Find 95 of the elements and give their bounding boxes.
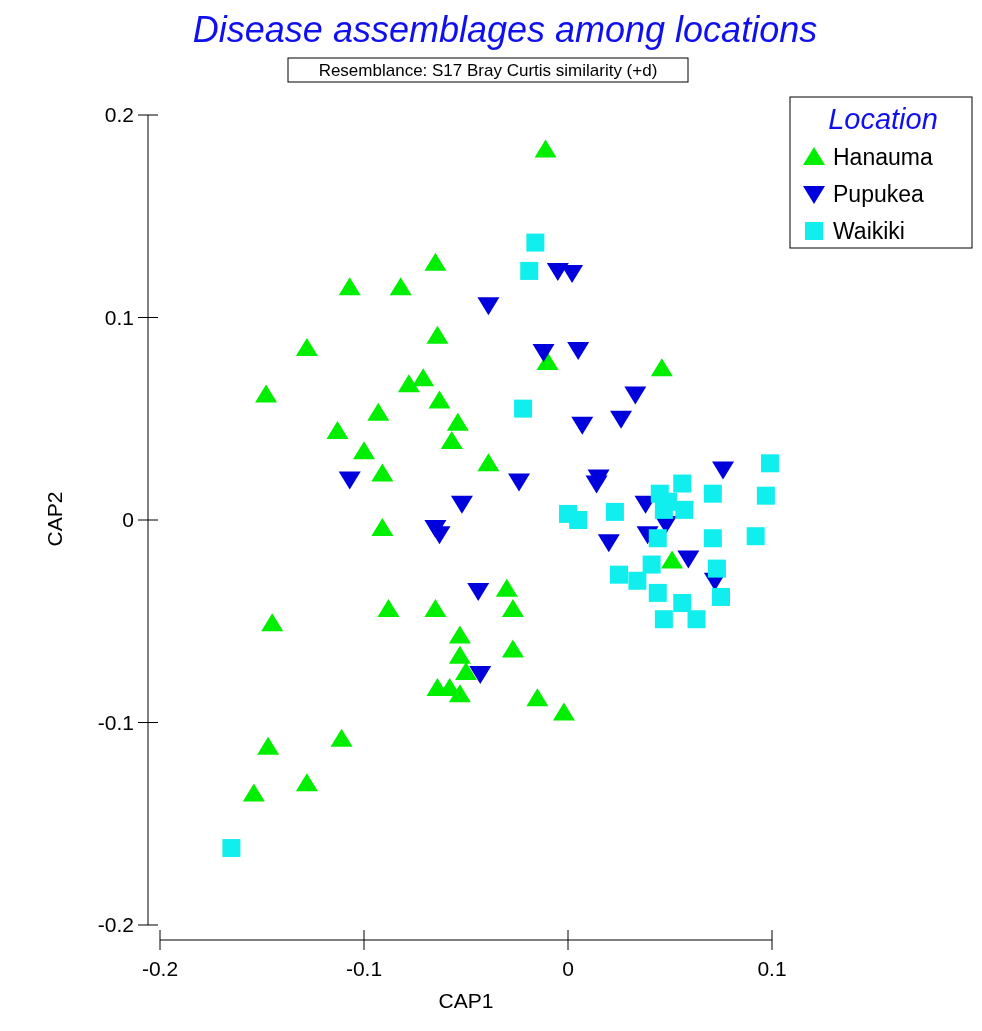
chart-subtitle: Resemblance: S17 Bray Curtis similarity (+d) (318, 61, 658, 80)
point (448, 625, 471, 644)
point (585, 475, 608, 494)
point (440, 431, 463, 450)
legend-label: Waikiki (833, 218, 905, 244)
point (467, 582, 490, 601)
point (371, 463, 394, 482)
legend-label: Hanauma (833, 144, 933, 170)
point (707, 559, 726, 578)
point (703, 529, 722, 548)
point (428, 390, 451, 409)
point (477, 297, 500, 316)
point (508, 473, 531, 492)
point (397, 374, 420, 393)
x-tick-label: -0.2 (141, 957, 179, 980)
point (495, 578, 518, 597)
point (648, 583, 667, 602)
point (546, 262, 569, 281)
point (712, 587, 730, 606)
y-tick-label: -0.1 (97, 710, 134, 734)
point (673, 594, 692, 613)
point (610, 410, 633, 429)
point (746, 527, 765, 546)
y-tick-label: 0.1 (104, 305, 134, 329)
y-tick-label: 0 (122, 508, 134, 531)
point (605, 502, 624, 521)
point (703, 484, 722, 503)
y-tick-label: -0.2 (97, 913, 134, 936)
point (412, 368, 435, 387)
legend-label: Pupukea (833, 181, 925, 207)
point (338, 471, 361, 490)
point (501, 639, 524, 658)
point (642, 555, 661, 574)
point (526, 233, 545, 252)
point (760, 454, 779, 473)
point (677, 550, 700, 569)
point (455, 661, 477, 680)
point (222, 839, 241, 858)
point (610, 565, 628, 584)
point (446, 412, 469, 431)
point (377, 599, 400, 618)
point (255, 384, 278, 403)
point (389, 277, 412, 296)
point (569, 511, 588, 529)
x-tick-label: 0 (562, 957, 574, 980)
point (567, 341, 590, 360)
legend-title: Location (828, 103, 938, 135)
point (501, 599, 524, 618)
point (536, 352, 559, 371)
point (338, 277, 361, 296)
point (448, 684, 471, 703)
point (424, 599, 447, 618)
point (426, 325, 449, 344)
point (552, 702, 575, 721)
point (295, 773, 318, 792)
point (469, 665, 492, 684)
x-tick-label: 0.1 (757, 957, 787, 980)
point (448, 645, 471, 664)
x-tick-label: -0.1 (345, 957, 383, 980)
point (597, 534, 620, 553)
y-axis-title: CAP2 (43, 491, 66, 547)
point (571, 416, 594, 435)
point (561, 264, 584, 283)
point (532, 343, 555, 362)
point (534, 139, 557, 158)
point (330, 728, 353, 747)
point (654, 610, 673, 629)
point (756, 486, 775, 505)
point (367, 402, 390, 421)
point (242, 783, 265, 802)
point (624, 386, 647, 405)
point (526, 688, 549, 707)
point (450, 495, 473, 514)
point (650, 358, 673, 377)
point (628, 571, 647, 590)
point (371, 518, 394, 537)
point (353, 441, 375, 460)
y-tick-label: 0.2 (104, 103, 134, 126)
point (261, 613, 284, 632)
point (520, 261, 539, 280)
chart-title: Disease assemblages among locations (192, 9, 818, 50)
point (661, 550, 684, 569)
point (514, 399, 533, 418)
point (648, 529, 667, 548)
x-axis-title: CAP1 (438, 989, 494, 1012)
point (428, 526, 451, 545)
point (295, 337, 318, 356)
point (687, 610, 706, 629)
point (257, 736, 280, 755)
point (712, 461, 735, 480)
point (675, 500, 694, 519)
point (477, 453, 500, 472)
point (326, 420, 349, 439)
point (673, 474, 692, 493)
point (424, 252, 447, 271)
